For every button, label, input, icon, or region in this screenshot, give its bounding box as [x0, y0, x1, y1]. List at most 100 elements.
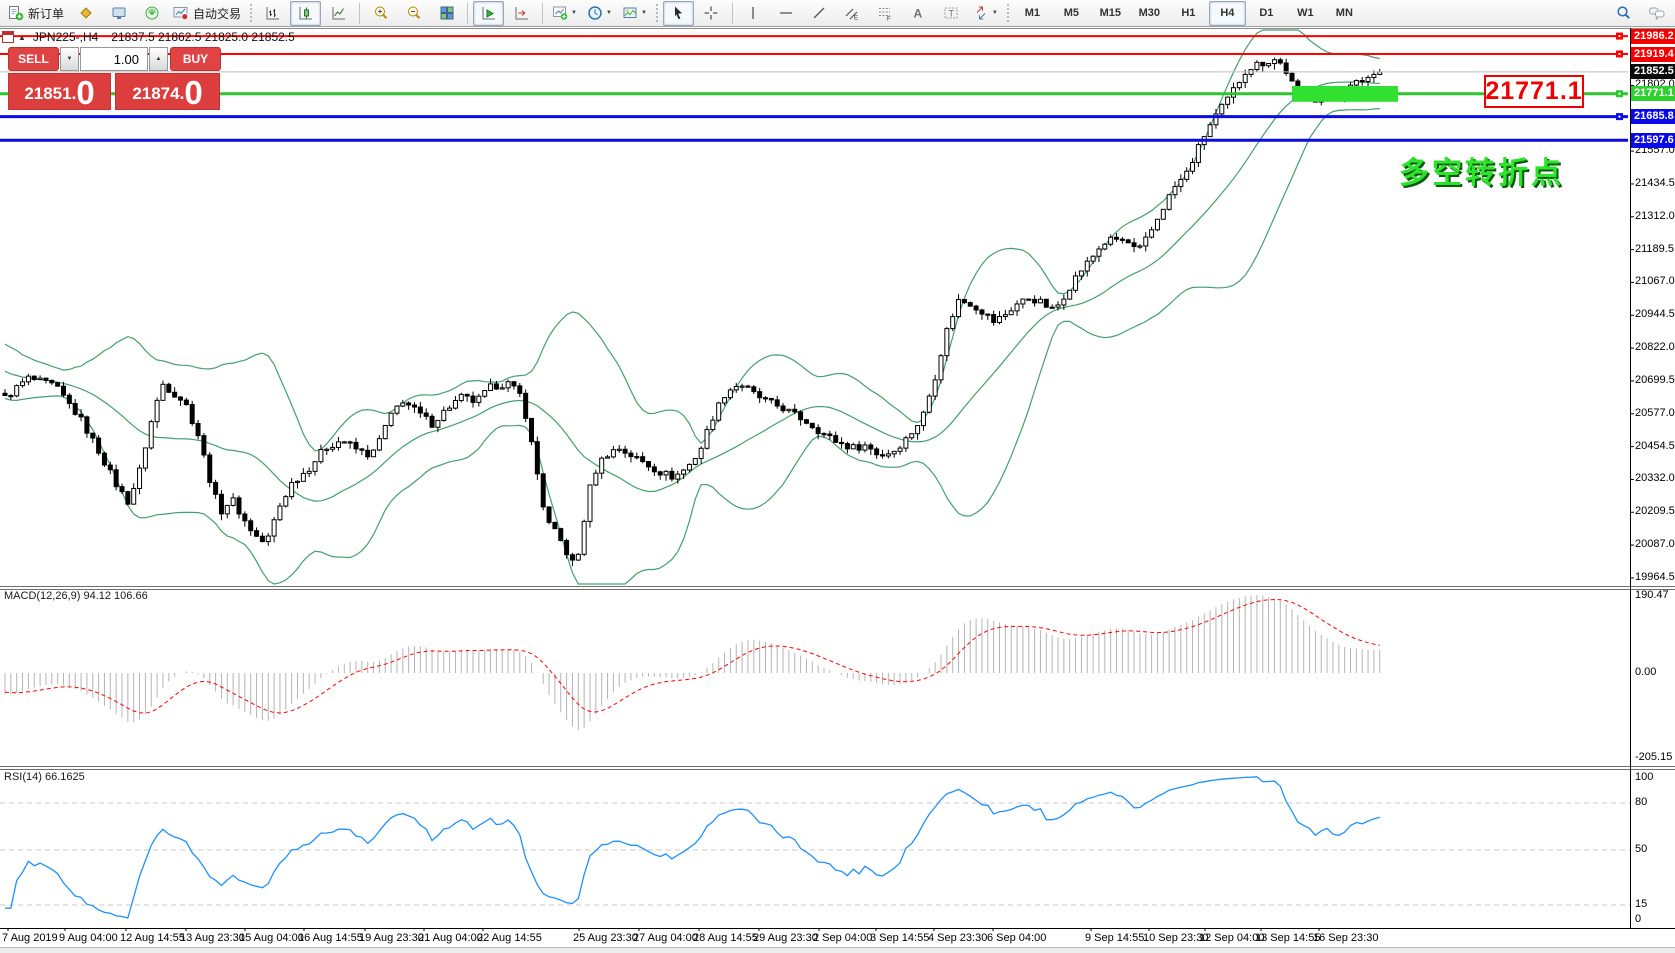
market-watch-icon	[79, 7, 92, 19]
svg-text:F: F	[887, 17, 891, 22]
chart-objects	[0, 32, 1628, 142]
time-axis-label: 12 Aug 14:55	[120, 932, 185, 944]
toolbar-drag-handle[interactable]	[654, 3, 659, 23]
price-badge: 21685.8	[1631, 109, 1675, 125]
time-axis-label: 25 Aug 23:30	[573, 932, 638, 944]
channel-button[interactable]: E	[837, 1, 868, 26]
candlestick-chart-button[interactable]	[290, 0, 322, 26]
price-badge: 21852.5	[1631, 64, 1675, 80]
text-label-button[interactable]: T	[936, 1, 967, 26]
zoom-in-icon	[374, 6, 387, 19]
trendline-icon	[813, 7, 825, 19]
volume-decrease-button[interactable]: ▼	[60, 47, 79, 71]
periods-button[interactable]: ▼	[583, 1, 616, 26]
price-tick-label: 20577.0	[1635, 406, 1675, 419]
volume-increase-button[interactable]: ▲	[149, 47, 168, 71]
zoom-out-button[interactable]	[398, 1, 429, 26]
fibonacci-button[interactable]: F	[870, 1, 901, 26]
timeframe-d1-button[interactable]: D1	[1259, 7, 1274, 19]
timeframe-m15-button[interactable]: M15	[1099, 7, 1122, 19]
price-badge: 21986.2	[1631, 28, 1675, 44]
window-bottom-strip	[0, 947, 1675, 953]
text-label-icon: T	[944, 7, 958, 19]
time-axis-label: 28 Aug 14:55	[693, 932, 758, 944]
timeframes-group: M1 M5 M15 M30 H1 H4 D1 W1 MN	[1013, 0, 1364, 26]
indicators-icon	[553, 6, 568, 20]
fibonacci-icon: F	[879, 8, 891, 22]
rsi-scale-label: 0	[1635, 913, 1642, 925]
templates-button[interactable]: ▼	[618, 1, 651, 26]
toolbar: 新订单 自动交易	[0, 0, 1675, 27]
terminal-button[interactable]	[103, 1, 134, 26]
sell-button[interactable]: SELL	[8, 47, 59, 71]
price-tick-label: 20699.5	[1635, 373, 1675, 386]
toolbar-drag-handle[interactable]	[249, 3, 254, 23]
price-badge: 21919.4	[1631, 46, 1675, 62]
horizontal-line-button[interactable]	[771, 1, 802, 26]
line-chart-button[interactable]	[323, 1, 354, 26]
new-order-button[interactable]: 新订单	[3, 1, 68, 26]
crosshair-button[interactable]	[696, 1, 727, 26]
channel-icon: E	[845, 8, 858, 21]
chart-shift-button[interactable]	[506, 1, 537, 26]
volume-input[interactable]	[80, 47, 148, 71]
arrows-icon	[976, 6, 986, 20]
time-axis-label: 9 Sep 14:55	[1085, 932, 1145, 944]
timeframe-mn-button[interactable]: MN	[1335, 7, 1353, 19]
timeframe-m5-button[interactable]: M5	[1063, 7, 1079, 19]
price-tick-label: 19964.5	[1635, 570, 1675, 583]
price-badge: 21597.6	[1631, 132, 1675, 148]
price-callout-label[interactable]: 21771.1	[1484, 75, 1584, 108]
signals-button[interactable]	[136, 1, 167, 26]
cursor-button[interactable]	[662, 0, 694, 26]
timeframe-h4-button[interactable]: H4	[1208, 0, 1246, 26]
search-button[interactable]	[1608, 1, 1639, 26]
chart-frame	[0, 28, 1675, 931]
time-axis-label: 12 Sep 04:00	[1199, 932, 1265, 944]
turning-point-annotation[interactable]: 多空转折点	[1399, 157, 1564, 190]
vertical-line-icon	[752, 7, 755, 19]
rsi-scale-label: 100	[1635, 771, 1654, 783]
autotrading-button[interactable]: 自动交易	[169, 1, 245, 26]
rsi-scale-label: 80	[1635, 795, 1648, 808]
terminal-icon	[112, 7, 126, 19]
timeframe-w1-button[interactable]: W1	[1297, 7, 1314, 19]
indicators-button[interactable]: ▼	[548, 1, 581, 26]
bar-chart-button[interactable]	[257, 1, 288, 26]
one-click-trading-panel: SELL ▼ ▲ BUY 21851.0 21874.0	[8, 47, 222, 110]
time-axis-label: 9 Aug 04:00	[59, 932, 118, 944]
periods-caret-icon: ▼	[605, 10, 612, 16]
time-axis-label: 15 Aug 04:00	[239, 932, 304, 944]
vertical-line-button[interactable]	[738, 1, 769, 26]
text-button[interactable]: A	[903, 1, 934, 26]
chat-button[interactable]	[1641, 1, 1672, 26]
timeframe-m30-button[interactable]: M30	[1138, 7, 1161, 19]
auto-scroll-button[interactable]	[473, 0, 505, 26]
buy-price-display[interactable]: 21874. 0	[115, 73, 220, 110]
toolbar-drag-handle[interactable]	[1005, 3, 1010, 23]
crosshair-icon	[704, 6, 718, 20]
time-axis-label: 16 Aug 14:55	[298, 932, 363, 944]
macd-scale-zero: 0.00	[1635, 666, 1657, 678]
time-axis-label: 7 Aug 2019	[2, 932, 58, 944]
price-tick-label: 20944.5	[1635, 308, 1675, 321]
text-icon: A	[914, 7, 923, 21]
timeframe-m1-button[interactable]: M1	[1024, 7, 1040, 19]
time-axis-label: 16 Sep 23:30	[1313, 932, 1379, 944]
zoom-in-button[interactable]	[365, 1, 396, 26]
timeframe-h1-button[interactable]: H1	[1181, 7, 1196, 19]
buy-price-big-digit: 0	[184, 73, 203, 111]
horizontal-line-icon	[780, 12, 793, 14]
market-watch-button[interactable]	[70, 1, 101, 26]
sell-price-display[interactable]: 21851. 0	[8, 73, 111, 110]
tile-windows-button[interactable]	[431, 1, 462, 26]
buy-button[interactable]: BUY	[170, 47, 221, 71]
trendline-button[interactable]	[804, 1, 835, 26]
time-axis-label: 13 Aug 23:30	[180, 932, 245, 944]
trade-panel-collapse-button[interactable]: ▲	[18, 32, 26, 42]
arrows-button[interactable]: ▼	[969, 1, 1002, 26]
price-tick-label: 21067.0	[1635, 275, 1675, 288]
tile-windows-icon	[440, 6, 454, 20]
